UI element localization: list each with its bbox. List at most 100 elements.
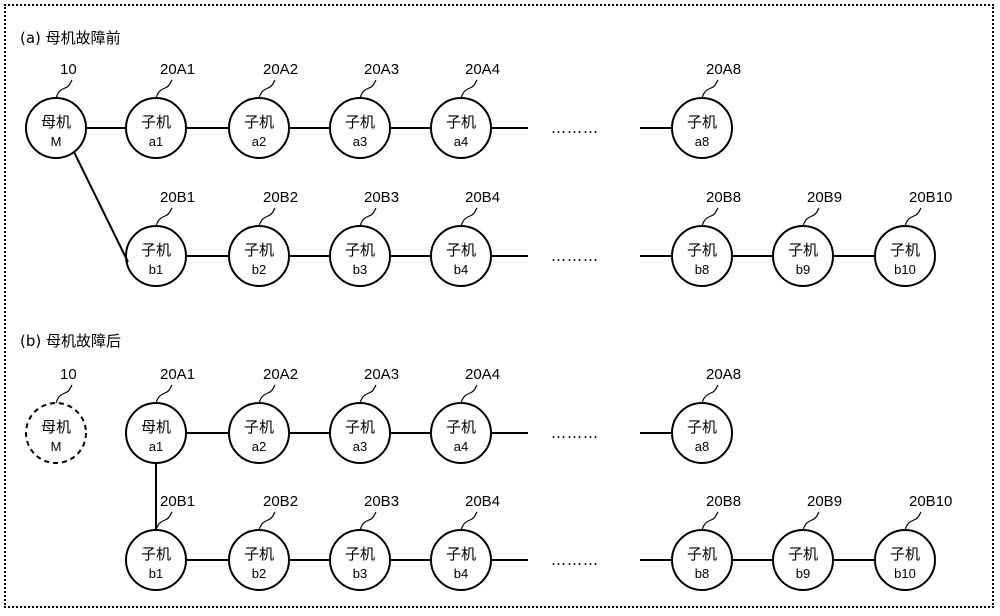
section-a-label: (a) 母机故障前: [20, 29, 121, 47]
sec1-row0-node-a1-line1: 母机: [141, 418, 171, 436]
sec1-row1-node-b3-line2: b3: [353, 566, 367, 581]
sec0-row1-node-b8-line2: b8: [695, 262, 709, 277]
sec0-row1-node-b2: 子机b220B2: [229, 189, 298, 286]
sec0-master-node-line1: 母机: [41, 113, 71, 131]
sec0-row0-node-a4: 子机a420A4: [431, 61, 500, 158]
sec0-row0-node-a2: 子机a220A2: [229, 61, 298, 158]
sec1-row0-node-a4-line2: a4: [454, 439, 468, 454]
sec1-row0-node-a4: 子机 a4 20A4: [431, 366, 500, 463]
sec1-row1-ellipsis: ………: [551, 551, 599, 569]
sec1-row1-node-b2-ref: 20B2: [263, 493, 298, 510]
sec0-row0-node-a8-ref: 20A8: [706, 61, 741, 78]
sec1-row1-node-b3-ref: 20B3: [364, 493, 399, 510]
sec0-row1-node-b4-ref: 20B4: [465, 189, 500, 206]
sec1-row1-node-b10-line1: 子机: [890, 545, 920, 563]
sec1-row1-node-b4-ref: 20B4: [465, 493, 500, 510]
sec0-master-node: 母机M10: [26, 61, 86, 158]
sec1-row1-node-b8-line2: b8: [695, 566, 709, 581]
sec0-master-node-line2: M: [51, 134, 62, 149]
sec1-row0-node-a1-ref: 20A1: [160, 366, 195, 383]
sec1-row0-node-a8: 子机a820A8: [672, 366, 741, 463]
sec0-row1-node-b3-ref: 20B3: [364, 189, 399, 206]
sec1-row1-node-b3-line1: 子机: [345, 545, 375, 563]
sec1-row1-node-b1-ref: 20B1: [160, 493, 195, 510]
sec0-row0-node-a2-line2: a2: [252, 134, 266, 149]
sec0-row1-node-b8-ref: 20B8: [706, 189, 741, 206]
sec0-row1-node-b3: 子机b320B3: [330, 189, 399, 286]
sec1-row0-node-a2-line1: 子机: [244, 418, 274, 436]
sec0-row1-node-b1-line1: 子机: [141, 241, 171, 259]
sec1-row0-node-a2: 子机a220A2: [229, 366, 298, 463]
sec1-master-node-line1: 母机: [41, 418, 71, 436]
sec1-row1-node-b9-line1: 子机: [788, 545, 818, 563]
sec1-row0-node-a8-ref: 20A8: [706, 366, 741, 383]
sec1-row1-node-b10-ref: 20B10: [909, 493, 952, 510]
sec1-row1-node-b1: 子机b120B1: [126, 493, 195, 590]
sec1-row0-node-a4-ref: 20A4: [465, 366, 500, 383]
sec0-master-node-leader: [56, 80, 72, 98]
sec1-master-node: 母机 M 10: [26, 366, 86, 463]
sec1-row0-node-a1-line2: a1: [149, 439, 163, 454]
sec0-row1-node-b8: 子机b820B8: [672, 189, 741, 286]
sec1-row0-node-a2-line2: a2: [252, 439, 266, 454]
sec1-row1-node-b4-leader: [461, 512, 477, 530]
sec1-row1-node-b2-line1: 子机: [244, 545, 274, 563]
sec1-row0-node-a3-line1: 子机: [345, 418, 375, 436]
sec1-row0-node-a2-leader: [259, 385, 275, 403]
sec1-row0-node-a4-line1: 子机: [446, 418, 476, 436]
sec1-row1-node-b10-line2: b10: [894, 566, 916, 581]
sec1-row1-node-b10: 子机 b10 20B10: [875, 493, 952, 590]
sec0-row0-ellipsis: ………: [551, 119, 599, 137]
sec0-row0-node-a4-leader: [461, 80, 477, 98]
sec0-row1-node-b3-line1: 子机: [345, 241, 375, 259]
sec0-row0-node-a3-line2: a3: [353, 134, 367, 149]
sec1-row0-node-a1-leader: [156, 385, 172, 403]
sec1-row1-node-b4-line1: 子机: [446, 545, 476, 563]
sec0-row0-node-a8: 子机a820A8: [672, 61, 741, 158]
sec1-row1-node-b2-leader: [259, 512, 275, 530]
sec1-row1-node-b8: 子机b820B8: [672, 493, 741, 590]
sec0-row1-node-b1-leader: [156, 208, 172, 226]
sec1-master-node-line2: M: [51, 439, 62, 454]
sec0-row1-node-b9-line1: 子机: [788, 241, 818, 259]
sec0-row1-node-b10-ref: 20B10: [909, 189, 952, 206]
sec1-row0-ellipsis: ………: [551, 424, 599, 442]
sec0-row1-ellipsis: ………: [551, 247, 599, 265]
sec0-row0-node-a8-line1: 子机: [687, 113, 717, 131]
sec1-row1-node-b1-line2: b1: [149, 566, 163, 581]
sec1-row1-node-b8-leader: [702, 512, 718, 530]
sec1-row0-node-a1: 母机 a1 20A1: [126, 366, 195, 463]
sec0-row0-node-a3-leader: [360, 80, 376, 98]
sec1-row0-node-a8-line1: 子机: [687, 418, 717, 436]
sec0-row1-node-b10-line2: b10: [894, 262, 916, 277]
sec0-row1-node-b1: 子机 b1 20B1: [126, 189, 195, 286]
section-b-label: (b) 母机故障后: [20, 332, 121, 350]
sec0-row0-node-a1-leader: [156, 80, 172, 98]
sec0-row0-node-a3-line1: 子机: [345, 113, 375, 131]
sec0-row1-node-b9-line2: b9: [796, 262, 810, 277]
sec0-row1-node-b10-leader: [905, 208, 921, 226]
sec1-row1-node-b9-leader: [803, 512, 819, 530]
sec1-master-node-leader: [56, 385, 72, 403]
sec0-row0-node-a4-line1: 子机: [446, 113, 476, 131]
sec0-row0-node-a1-line2: a1: [149, 134, 163, 149]
sec0-row1-node-b9-leader: [803, 208, 819, 226]
sec1-row1-node-b8-line1: 子机: [687, 545, 717, 563]
sec0-row1-node-b2-line1: 子机: [244, 241, 274, 259]
sec1-row0-node-a3: 子机 a3 20A3: [330, 366, 399, 463]
sec0-row1-node-b9: 子机b920B9: [773, 189, 842, 286]
sec1-row1-node-b2: 子机b220B2: [229, 493, 298, 590]
section-a: ………子机a120A1子机a220A2子机a320A3子机a420A4子机a82…: [26, 61, 952, 286]
sec0-row1-node-b2-leader: [259, 208, 275, 226]
sec0-row1-node-b8-leader: [702, 208, 718, 226]
sec0-row1-node-b10: 子机b1020B10: [875, 189, 952, 286]
sec0-row1-node-b1-line2: b1: [149, 262, 163, 277]
sec0-row1-node-b1-ref: 20B1: [160, 189, 195, 206]
sec1-row0-node-a3-line2: a3: [353, 439, 367, 454]
sec0-row0-node-a1-ref: 20A1: [160, 61, 195, 78]
sec1-row1-node-b1-leader: [156, 512, 172, 530]
sec0-row0-node-a2-line1: 子机: [244, 113, 274, 131]
sec1-row0-node-a3-ref: 20A3: [364, 366, 399, 383]
sec1-master-node-ref: 10: [60, 366, 77, 383]
